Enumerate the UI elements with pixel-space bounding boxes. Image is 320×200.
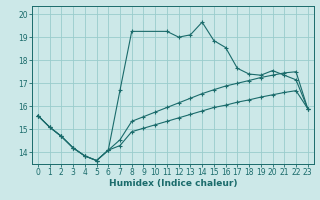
X-axis label: Humidex (Indice chaleur): Humidex (Indice chaleur) — [108, 179, 237, 188]
